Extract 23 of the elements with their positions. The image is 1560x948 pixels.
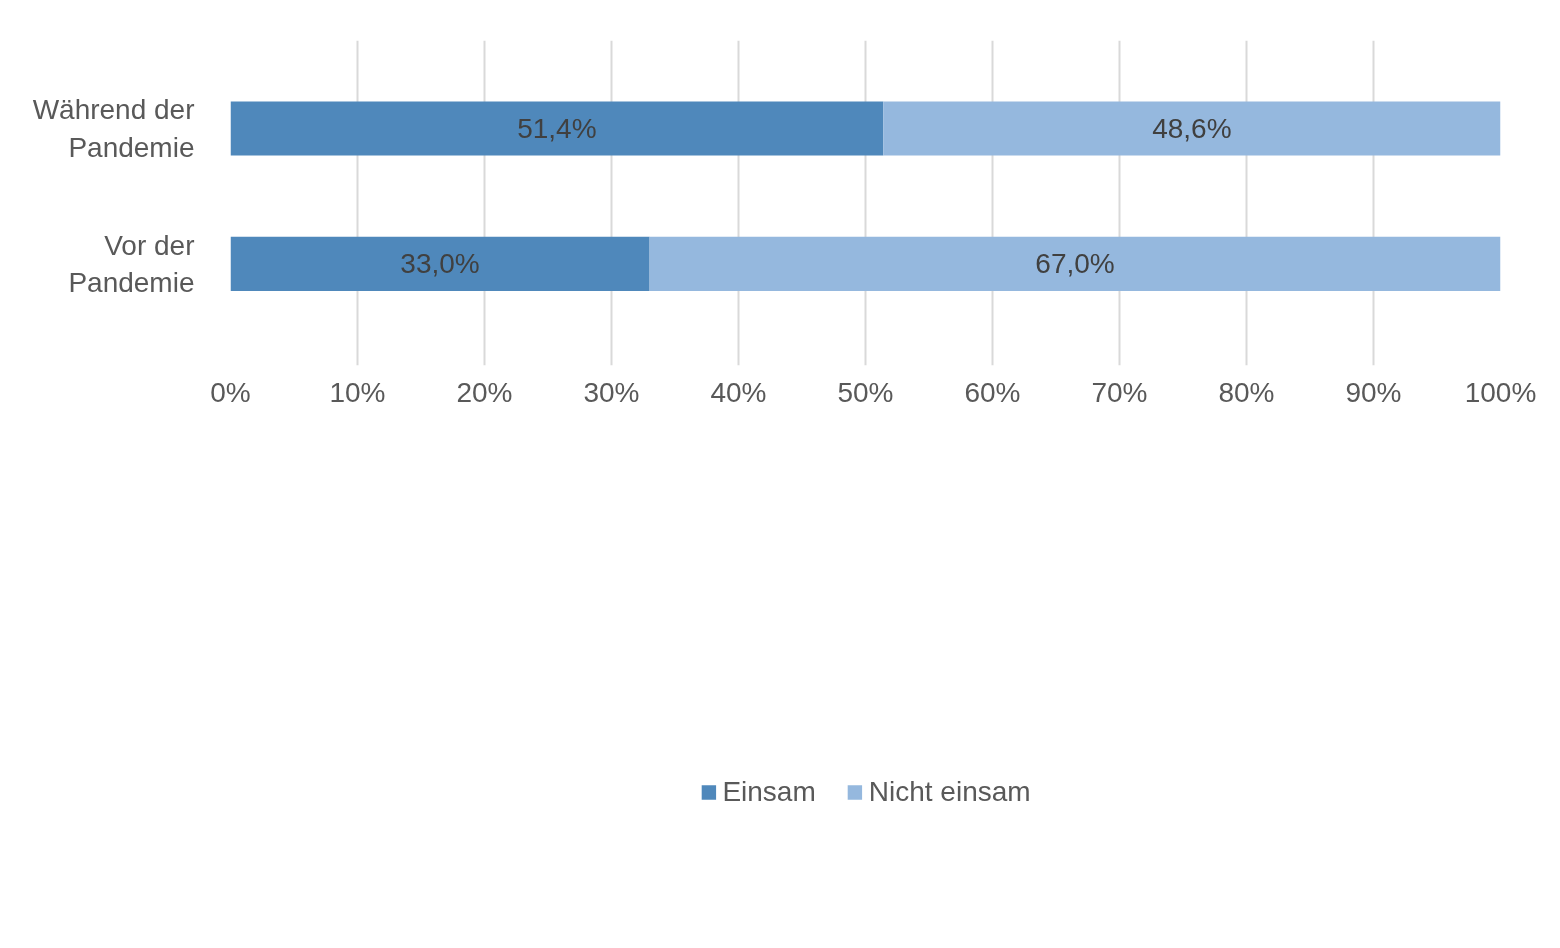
x-tick-label: 100%: [1464, 376, 1537, 408]
data-label: 67,0%: [1035, 248, 1115, 280]
bar: [883, 101, 1501, 156]
bar: [649, 236, 1501, 292]
bar: [230, 236, 650, 292]
x-tick-label: 70%: [1091, 376, 1148, 408]
x-tick-label: 30%: [583, 376, 640, 408]
x-tick-label: 60%: [964, 376, 1021, 408]
data-label: 33,0%: [400, 248, 480, 280]
data-label: 51,4%: [517, 113, 597, 145]
x-tick-label: 40%: [710, 376, 767, 408]
legend-label: Nicht einsam: [868, 776, 1031, 808]
x-tick-label: 90%: [1345, 376, 1402, 408]
bar: [230, 101, 884, 156]
x-tick-label: 50%: [837, 376, 894, 408]
y-tick-label: Während der Pandemie: [32, 94, 195, 163]
x-tick-label: 80%: [1218, 376, 1275, 408]
x-tick-label: 10%: [329, 376, 386, 408]
x-tick-label: 0%: [210, 376, 251, 408]
legend-label: Einsam: [722, 776, 816, 808]
y-tick-label: Vor der Pandemie: [68, 229, 195, 299]
x-tick-label: 20%: [456, 376, 513, 408]
data-label: 48,6%: [1152, 113, 1232, 145]
